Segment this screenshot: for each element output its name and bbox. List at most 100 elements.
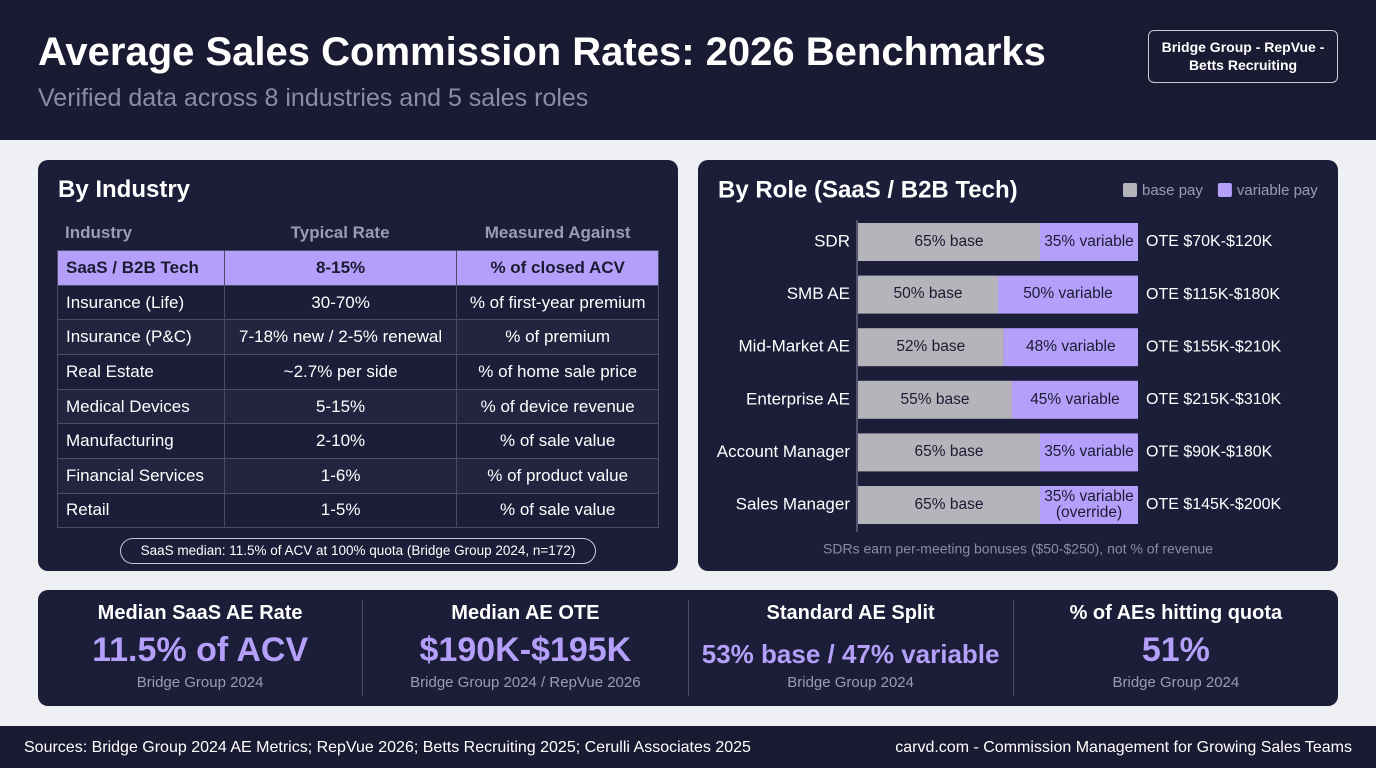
table-row: Medical Devices 5-15%% of device revenue bbox=[57, 388, 659, 424]
segment-label-box: 50% variable bbox=[1023, 285, 1113, 303]
credit: carvd.com - Commission Management for Gr… bbox=[895, 739, 1352, 756]
chart-note: SDRs earn per-meeting bonuses ($50-$250)… bbox=[823, 541, 1213, 557]
footer: Sources: Bridge Group 2024 AE Metrics; R… bbox=[0, 726, 1376, 768]
stat-value: $190K-$195K bbox=[419, 631, 632, 669]
segment-label-box: 65% base bbox=[915, 496, 984, 512]
bar-segment bbox=[1012, 380, 1138, 419]
table-cell: Financial Services bbox=[57, 458, 224, 493]
value-label: 52% base bbox=[896, 338, 966, 356]
segment-label-box: 50% base bbox=[893, 285, 963, 303]
ote-label: OTE $145K-$200K bbox=[1146, 496, 1282, 513]
table-row: Insurance (Life) 30-70%% of first-year pr… bbox=[57, 284, 659, 320]
stat-card: Standard AE Split 53% base / 47% variable… bbox=[687, 600, 1013, 696]
category-label: Sales Manager bbox=[736, 494, 851, 513]
table-row: Retail 1-5%% of sale value bbox=[57, 492, 659, 528]
table-cell: 30-70% bbox=[223, 284, 457, 320]
title: Average Sales Commission Rates: 2026 Ben… bbox=[38, 30, 1046, 74]
ote-label: OTE $115K-$180K bbox=[1146, 286, 1280, 303]
table-cell: Medical Devices bbox=[57, 388, 224, 424]
table-row: Manufacturing 2-10%% of sale value bbox=[57, 423, 659, 459]
bar-segment bbox=[858, 433, 1040, 472]
stat-label: Standard AE Split bbox=[766, 602, 935, 624]
table-row: Real Estate ~2.7% per side% of home sale … bbox=[57, 354, 659, 389]
table-cell: % of home sale price bbox=[456, 354, 659, 389]
bar-segment bbox=[858, 486, 1040, 524]
segment-label-box: 55% base bbox=[900, 390, 970, 408]
bar-segment bbox=[858, 328, 1004, 367]
table-cell: % of first-year premium bbox=[456, 284, 659, 320]
stats: Median SaaS AE Rate 11.5% of ACV Bridge Gr… bbox=[38, 590, 1338, 706]
table-cell: % of premium bbox=[456, 319, 659, 355]
segment-label-box: 52% base bbox=[896, 338, 966, 356]
ote-label: OTE $90K-$180K bbox=[1146, 444, 1273, 461]
bar-segment bbox=[1003, 328, 1138, 367]
category-label: Enterprise AE bbox=[746, 389, 850, 408]
table-cell: Manufacturing bbox=[57, 423, 224, 459]
table-row: Insurance (P&C) 7-18% new / 2-5% renewal%… bbox=[57, 319, 659, 355]
sources: Sources: Bridge Group 2024 AE Metrics; R… bbox=[24, 739, 751, 756]
stat-card: Median SaaS AE Rate 11.5% of ACV Bridge Gr… bbox=[38, 600, 362, 696]
stat-value: 53% base / 47% variable bbox=[701, 639, 1000, 669]
table-cell: % of closed ACV bbox=[456, 250, 659, 285]
stat-label: Median SaaS AE Rate bbox=[97, 602, 303, 624]
table-cell: Insurance (Life) bbox=[57, 284, 224, 320]
value-label: 35% variable bbox=[1044, 232, 1134, 250]
segment-label-box: 35% variable bbox=[1044, 232, 1134, 250]
value-label: 50% variable bbox=[1023, 285, 1113, 303]
subtitle: Verified data across 8 industries and 5 … bbox=[38, 84, 589, 112]
segment-label-box: 48% variable bbox=[1025, 338, 1116, 356]
header: Average Sales Commission Rates: 2026 Ben… bbox=[0, 0, 1376, 140]
bar-segment bbox=[858, 275, 998, 314]
segment-label-box: 35% variable bbox=[1044, 443, 1134, 461]
ote-label: OTE $70K-$120K bbox=[1146, 233, 1273, 250]
category-label: Mid-Market AE bbox=[739, 337, 850, 356]
industry-panel: By Industry Industry Typical Rate Measured… bbox=[38, 160, 678, 571]
stat-card: % of AEs hitting quota 51% Bridge Group 20… bbox=[1012, 600, 1338, 696]
bar-segment bbox=[1040, 486, 1138, 524]
value-label: 35% variable (override) bbox=[1044, 487, 1134, 521]
column-header: Typical Rate bbox=[290, 223, 390, 242]
table-cell: ~2.7% per side bbox=[223, 354, 457, 389]
table-cell: 2-10% bbox=[223, 423, 457, 459]
table-cell: 7-18% new / 2-5% renewal bbox=[223, 319, 457, 355]
segment-label-box: 35% variable (override) bbox=[1044, 487, 1134, 521]
table-cell: % of device revenue bbox=[456, 388, 659, 424]
table-cell: 5-15% bbox=[223, 388, 457, 424]
legend-swatch bbox=[1217, 183, 1232, 197]
value-label: 50% base bbox=[893, 285, 963, 303]
table-cell: % of sale value bbox=[456, 492, 659, 528]
stat-label: Median AE OTE bbox=[451, 602, 600, 624]
industry-table: Industry Typical Rate Measured Against SaaS… bbox=[57, 216, 659, 528]
table-cell: % of sale value bbox=[456, 423, 659, 459]
stat-card: Median AE OTE $190K-$195K Bridge Group 202… bbox=[362, 600, 687, 696]
bar-segment bbox=[858, 380, 1012, 419]
bar-segment bbox=[1040, 223, 1138, 261]
value-label: 55% base bbox=[900, 390, 970, 408]
legend-label: base pay bbox=[1142, 182, 1203, 199]
column-header: Measured Against bbox=[484, 223, 631, 242]
stat-source: Bridge Group 2024 / RepVue 2026 bbox=[410, 674, 641, 691]
category-label: SMB AE bbox=[787, 284, 850, 303]
value-label: 45% variable bbox=[1030, 390, 1120, 408]
table-cell: 8-15% bbox=[223, 250, 457, 285]
bar-segment bbox=[1040, 433, 1138, 472]
note: SaaS median: 11.5% of ACV at 100% quota … bbox=[120, 538, 596, 564]
role-panel: By Role (SaaS / B2B Tech) base pay variab… bbox=[698, 160, 1338, 571]
stat-source: Bridge Group 2024 bbox=[136, 674, 264, 691]
segment-label-box: 45% variable bbox=[1030, 390, 1120, 408]
ote-label: OTE $215K-$310K bbox=[1146, 391, 1282, 408]
segment-label-box: 65% base bbox=[915, 444, 984, 460]
bar-segment bbox=[858, 223, 1040, 261]
chart: By Role (SaaS / B2B Tech) base pay variab… bbox=[717, 176, 1319, 557]
legend-swatch bbox=[1123, 183, 1137, 197]
table-row: SaaS / B2B Tech 8-15%% of closed ACV bbox=[57, 250, 659, 285]
ote-label: OTE $155K-$210K bbox=[1146, 338, 1282, 355]
value-label: 65% base bbox=[914, 232, 984, 250]
value-label: 48% variable bbox=[1025, 338, 1116, 356]
stat-source: Bridge Group 2024 bbox=[1112, 674, 1240, 691]
stat-label: % of AEs hitting quota bbox=[1069, 602, 1283, 624]
value-label: 35% variable bbox=[1044, 443, 1134, 461]
table-cell: SaaS / B2B Tech bbox=[57, 250, 224, 285]
table-cell: Retail bbox=[57, 492, 224, 528]
category-label: Account Manager bbox=[717, 442, 851, 461]
